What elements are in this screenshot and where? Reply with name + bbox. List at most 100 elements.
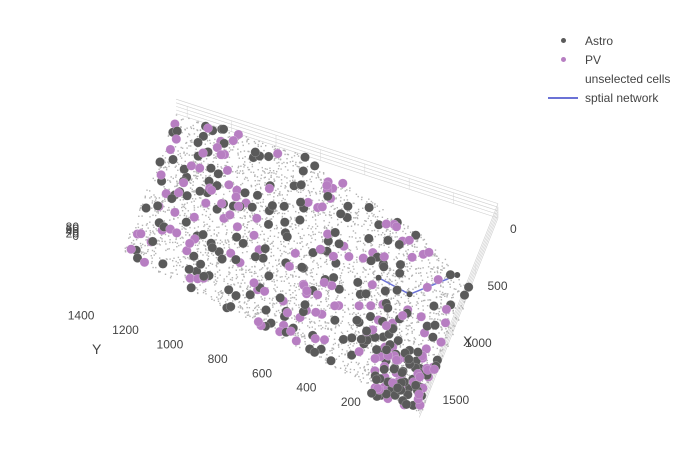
unselected-cell-point — [202, 240, 204, 242]
unselected-cell-point — [267, 194, 269, 196]
unselected-cell-point — [259, 180, 261, 182]
unselected-cell-point — [186, 152, 188, 155]
unselected-cell-point — [247, 138, 249, 140]
unselected-cell-point — [381, 283, 383, 286]
unselected-cell-point — [363, 367, 365, 369]
unselected-cell-point — [218, 294, 220, 296]
unselected-cell-point — [244, 297, 246, 299]
unselected-cell-point — [430, 268, 432, 270]
unselected-cell-point — [186, 202, 188, 204]
unselected-cell-point — [340, 272, 343, 274]
unselected-cell-point — [408, 340, 410, 342]
unselected-cell-point — [449, 283, 451, 285]
unselected-cell-point — [222, 186, 224, 188]
unselected-cell-point — [269, 193, 271, 196]
unselected-cell-point — [438, 307, 440, 310]
unselected-cell-point — [257, 304, 259, 306]
unselected-cell-point — [452, 296, 454, 299]
unselected-cell-point — [273, 178, 275, 180]
unselected-cell-point — [377, 234, 380, 236]
unselected-cell-point — [255, 188, 257, 191]
unselected-cell-point — [160, 166, 162, 168]
unselected-cell-point — [155, 197, 157, 199]
unselected-cell-point — [305, 244, 308, 246]
unselected-cell-point — [180, 261, 182, 263]
unselected-cell-point — [240, 184, 242, 186]
unselected-cell-point — [205, 214, 207, 217]
pv-point — [381, 219, 392, 229]
unselected-cell-point — [406, 255, 409, 258]
pv-point — [407, 252, 417, 263]
unselected-cell-point — [357, 210, 360, 213]
unselected-cell-point — [252, 316, 254, 319]
unselected-cell-point — [418, 284, 420, 287]
unselected-cell-point — [169, 241, 171, 244]
unselected-cell-point — [206, 254, 208, 256]
unselected-cell-point — [411, 305, 413, 308]
legend-item[interactable]: PV — [548, 50, 698, 69]
unselected-cell-point — [185, 141, 188, 144]
unselected-cell-point — [311, 276, 314, 278]
unselected-cell-point — [386, 316, 389, 318]
unselected-cell-point — [382, 242, 385, 244]
unselected-cell-point — [274, 289, 276, 291]
unselected-cell-point — [324, 286, 327, 288]
legend-item[interactable]: Astro — [548, 31, 698, 50]
unselected-cell-point — [320, 301, 322, 303]
unselected-cell-point — [232, 265, 234, 267]
unselected-cell-point — [402, 253, 405, 255]
pv-point — [319, 277, 330, 288]
unselected-cell-point — [267, 172, 269, 174]
unselected-cell-point — [323, 343, 325, 345]
unselected-cell-point — [224, 241, 227, 243]
unselected-cell-point — [368, 358, 370, 360]
unselected-cell-point — [434, 249, 437, 251]
unselected-cell-point — [260, 308, 262, 311]
unselected-cell-point — [267, 237, 269, 240]
unselected-cell-point — [405, 265, 407, 268]
unselected-cell-point — [357, 363, 359, 366]
unselected-cell-point — [427, 381, 430, 384]
unselected-cell-point — [137, 226, 140, 229]
pv-point — [206, 185, 217, 196]
unselected-cell-point — [293, 302, 296, 305]
unselected-cell-point — [180, 244, 182, 246]
unselected-cell-point — [391, 362, 393, 364]
unselected-cell-point — [296, 242, 298, 244]
unselected-cell-point — [404, 275, 406, 278]
legend-item[interactable]: unselected cells — [548, 69, 698, 88]
unselected-cell-point — [371, 212, 373, 215]
unselected-cell-point — [327, 224, 330, 227]
legend-item[interactable]: sptial network — [548, 88, 698, 107]
unselected-cell-point — [446, 343, 449, 345]
unselected-cell-point — [433, 312, 435, 314]
unselected-cell-point — [245, 207, 247, 209]
unselected-cell-point — [214, 275, 216, 278]
unselected-cell-point — [373, 229, 376, 232]
unselected-cell-point — [437, 318, 439, 321]
unselected-cell-point — [271, 146, 274, 148]
unselected-cell-point — [292, 165, 294, 167]
unselected-cell-point — [191, 188, 193, 191]
unselected-cell-point — [263, 299, 266, 301]
pv-point — [249, 277, 259, 288]
unselected-cell-point — [315, 177, 317, 179]
unselected-cell-point — [249, 286, 251, 288]
unselected-cell-point — [439, 290, 441, 293]
unselected-cell-point — [442, 286, 444, 288]
unselected-cell-point — [326, 202, 328, 205]
unselected-cell-point — [300, 189, 302, 191]
unselected-cell-point — [325, 297, 327, 299]
z-tick-label: 80 — [66, 220, 80, 234]
unselected-cell-point — [301, 237, 303, 240]
unselected-cell-point — [437, 307, 439, 310]
unselected-cell-point — [168, 165, 170, 168]
unselected-cell-point — [376, 312, 378, 315]
unselected-cell-point — [198, 241, 201, 243]
unselected-cell-point — [426, 362, 428, 364]
unselected-cell-point — [328, 213, 331, 216]
unselected-cell-point — [210, 296, 213, 298]
unselected-cell-point — [341, 203, 344, 205]
unselected-cell-point — [235, 277, 238, 280]
unselected-cell-point — [248, 168, 251, 171]
